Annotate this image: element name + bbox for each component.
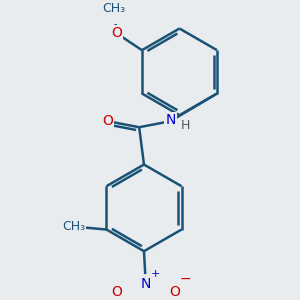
- Text: O: O: [102, 114, 113, 128]
- Text: H: H: [181, 119, 190, 132]
- Text: N: N: [165, 113, 176, 127]
- Text: O: O: [111, 26, 122, 40]
- Text: N: N: [141, 277, 151, 291]
- Text: −: −: [179, 272, 191, 286]
- Text: CH₃: CH₃: [62, 220, 85, 233]
- Text: O: O: [169, 284, 180, 298]
- Text: CH₃: CH₃: [102, 2, 125, 15]
- Text: +: +: [151, 269, 160, 279]
- Text: O: O: [112, 284, 122, 298]
